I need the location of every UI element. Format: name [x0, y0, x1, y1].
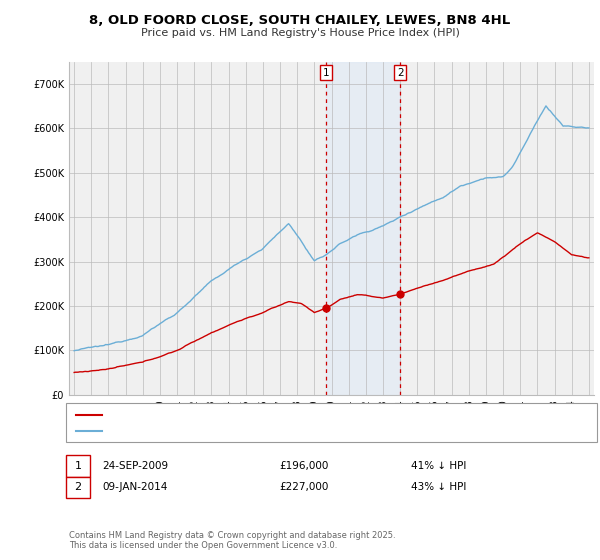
Text: HPI: Average price, detached house, Lewes: HPI: Average price, detached house, Lewe…	[108, 427, 314, 436]
Text: 24-SEP-2009: 24-SEP-2009	[102, 461, 168, 471]
Text: Contains HM Land Registry data © Crown copyright and database right 2025.
This d: Contains HM Land Registry data © Crown c…	[69, 530, 395, 550]
Text: 43% ↓ HPI: 43% ↓ HPI	[411, 482, 466, 492]
Text: 8, OLD FOORD CLOSE, SOUTH CHAILEY, LEWES, BN8 4HL: 8, OLD FOORD CLOSE, SOUTH CHAILEY, LEWES…	[89, 14, 511, 27]
Text: 1: 1	[74, 461, 82, 471]
Text: 8, OLD FOORD CLOSE, SOUTH CHAILEY, LEWES, BN8 4HL (detached house): 8, OLD FOORD CLOSE, SOUTH CHAILEY, LEWES…	[108, 411, 464, 420]
Text: £227,000: £227,000	[279, 482, 328, 492]
Text: 41% ↓ HPI: 41% ↓ HPI	[411, 461, 466, 471]
Text: Price paid vs. HM Land Registry's House Price Index (HPI): Price paid vs. HM Land Registry's House …	[140, 28, 460, 38]
Bar	[326, 62, 400, 395]
Text: 1: 1	[322, 68, 329, 78]
Text: 09-JAN-2014: 09-JAN-2014	[102, 482, 167, 492]
Text: 2: 2	[397, 68, 403, 78]
Text: £196,000: £196,000	[279, 461, 328, 471]
Text: 2: 2	[74, 482, 82, 492]
